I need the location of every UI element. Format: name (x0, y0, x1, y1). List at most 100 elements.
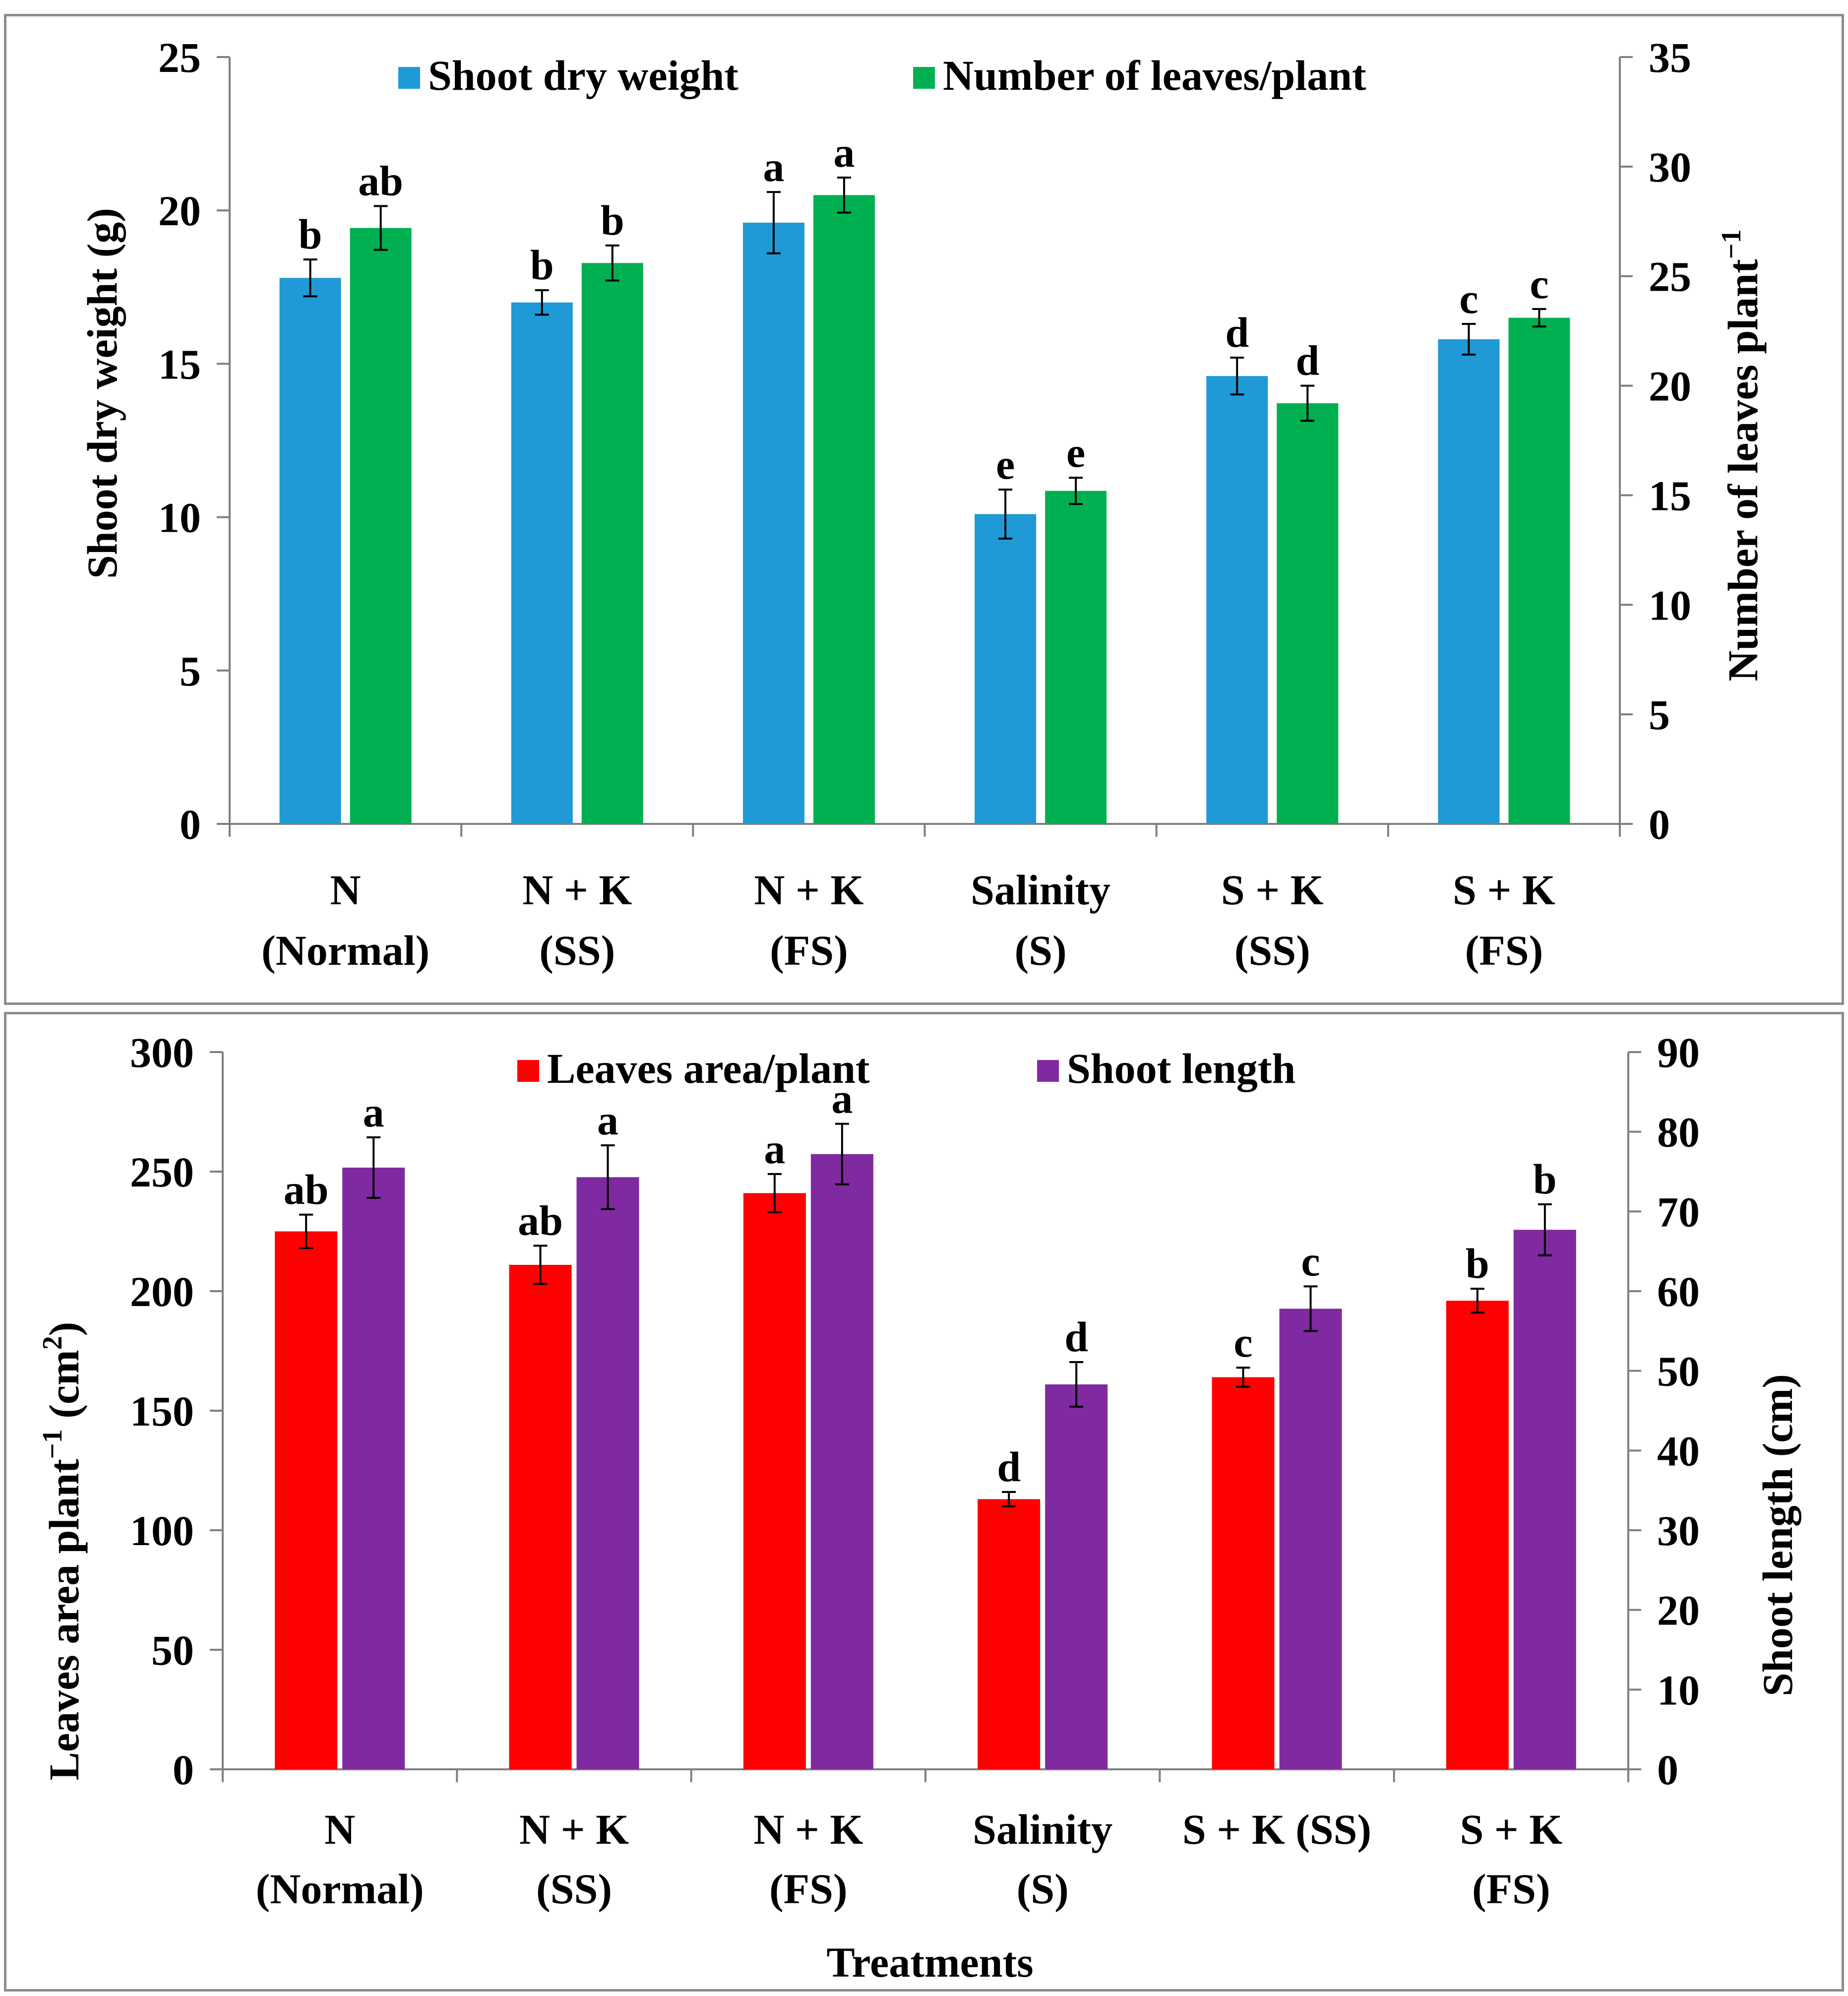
y-left-tick-label: 250 (130, 1148, 194, 1196)
y-left-tick-label: 25 (158, 34, 201, 81)
legend-swatch-number-of-leaves (913, 67, 935, 89)
x-tick-label: N + K (522, 866, 632, 914)
y-right-tick-label: 25 (1649, 253, 1691, 301)
legend-swatch-shoot-dry-weight (398, 67, 420, 89)
y-left-tick-label: 15 (158, 340, 201, 388)
y-left-tick-label: 100 (130, 1507, 194, 1555)
significance-letter: d (1295, 337, 1319, 384)
x-tick-label: (FS) (1465, 927, 1543, 974)
bar (810, 1154, 873, 1769)
significance-letter: b (530, 241, 554, 289)
y-left-tick-label: 5 (180, 647, 201, 695)
x-tick-label: (SS) (539, 927, 615, 974)
significance-letter: ab (284, 1166, 329, 1213)
y-left-tick-label: 0 (173, 1746, 194, 1794)
x-tick-label: N + K (754, 866, 863, 914)
significance-letter: ab (358, 157, 403, 204)
bar (978, 1499, 1041, 1769)
bar (1446, 1301, 1509, 1769)
significance-letter: d (997, 1443, 1021, 1491)
y-right-tick-label: 5 (1649, 691, 1670, 739)
y-right-tick-label: 20 (1649, 363, 1691, 410)
bar (1279, 1309, 1342, 1769)
top-chart-panel: Shoot dry weight Number of leaves/plant … (4, 14, 1844, 1005)
x-tick-label: S + K (SS) (1182, 1806, 1371, 1853)
bar (581, 263, 643, 824)
y-axis-right-label-sup: −1 (1716, 229, 1747, 259)
x-tick-label: N (330, 866, 361, 914)
x-tick-label: N + K (519, 1806, 629, 1853)
y-right-tick-label: 30 (1649, 143, 1691, 191)
x-tick-label: (SS) (536, 1865, 612, 1913)
bar (511, 302, 573, 824)
x-tick-label: (SS) (1234, 927, 1310, 974)
bar (1206, 376, 1268, 824)
y-right-tick-label: 10 (1649, 581, 1691, 629)
y-axis-left-label-main: Leaves area plant (40, 1459, 88, 1781)
y-left-tick-label: 20 (158, 187, 201, 235)
bar (1508, 317, 1570, 824)
bar (342, 1167, 405, 1769)
bar (1513, 1230, 1576, 1769)
x-axis-title: Treatments (826, 1938, 1033, 1986)
x-tick-label: (S) (1015, 927, 1067, 974)
bar (813, 195, 875, 824)
legend-label-leaves-area: Leaves area/plant (547, 1045, 870, 1092)
y-right-tick-label: 10 (1657, 1666, 1700, 1714)
bottom-chart: Leaves area/plant Shoot length Leaves ar… (37, 1029, 1801, 1986)
y-right-tick-label: 30 (1657, 1507, 1700, 1555)
bar (279, 278, 341, 824)
significance-letter: c (1459, 275, 1478, 322)
x-tick-label: (FS) (769, 1865, 848, 1913)
y-right-tick-label: 20 (1657, 1587, 1700, 1634)
y-axis-right-label: Shoot length (cm) (1754, 1374, 1801, 1696)
y-axis-right-label-main: Number of leaves plant (1719, 259, 1767, 682)
y-axis-left-label-unit: (cm (40, 1350, 88, 1429)
legend: Leaves area/plant Shoot length (517, 1045, 1295, 1092)
legend-swatch-shoot-length (1037, 1060, 1059, 1082)
significance-letter: c (1530, 260, 1548, 308)
significance-letter: b (299, 210, 322, 258)
y-left-tick-label: 200 (130, 1268, 194, 1315)
bar (1212, 1377, 1275, 1769)
y-right-tick-label: 35 (1649, 34, 1691, 81)
bottom-chart-panel: Leaves area/plant Shoot length Leaves ar… (4, 1012, 1844, 1992)
y-right-tick-label: 90 (1657, 1029, 1700, 1076)
y-axis-left-label-sup: −1 (37, 1429, 68, 1459)
significance-letter: a (831, 1075, 853, 1123)
legend-swatch-leaves-area (517, 1060, 539, 1082)
x-tick-label: S + K (1221, 866, 1324, 914)
y-left-tick-label: 50 (151, 1626, 194, 1674)
legend: Shoot dry weight Number of leaves/plant (398, 52, 1366, 99)
y-right-tick-label: 70 (1657, 1188, 1700, 1236)
y-left-tick-label: 150 (130, 1387, 194, 1435)
bar (1045, 491, 1107, 824)
bar (509, 1264, 572, 1769)
significance-letter: d (1064, 1313, 1088, 1361)
y-right-tick-label: 40 (1657, 1427, 1700, 1475)
significance-letter: e (1066, 429, 1085, 476)
significance-letter: b (1533, 1155, 1557, 1203)
bar (975, 514, 1037, 824)
significance-letter: a (764, 1125, 785, 1173)
y-axis-left-label-unit-sup: 2 (37, 1336, 68, 1350)
significance-letter: ab (518, 1196, 563, 1244)
significance-letter: d (1225, 309, 1249, 356)
significance-letter: b (1466, 1240, 1489, 1287)
bar (1045, 1384, 1108, 1769)
y-right-tick-label: 15 (1649, 472, 1691, 519)
x-tick-label: S + K (1460, 1806, 1562, 1853)
y-axis-left-label-end: ) (40, 1322, 88, 1336)
bar (350, 228, 412, 824)
y-axis-right-label: Number of leaves plant−1 (1716, 229, 1767, 681)
y-right-tick-label: 50 (1657, 1348, 1700, 1395)
y-right-tick-label: 0 (1649, 801, 1670, 848)
significance-letter: b (601, 196, 624, 244)
bar (1438, 339, 1500, 824)
x-tick-label: N (324, 1806, 355, 1853)
bar (576, 1177, 639, 1769)
x-tick-label: (S) (1017, 1865, 1069, 1913)
plot-area: 0501001502002503000102030405060708090aba… (130, 1029, 1700, 1913)
x-tick-label: N + K (753, 1806, 863, 1853)
y-axis-left-label: Leaves area plant−1 (cm2) (37, 1322, 88, 1781)
